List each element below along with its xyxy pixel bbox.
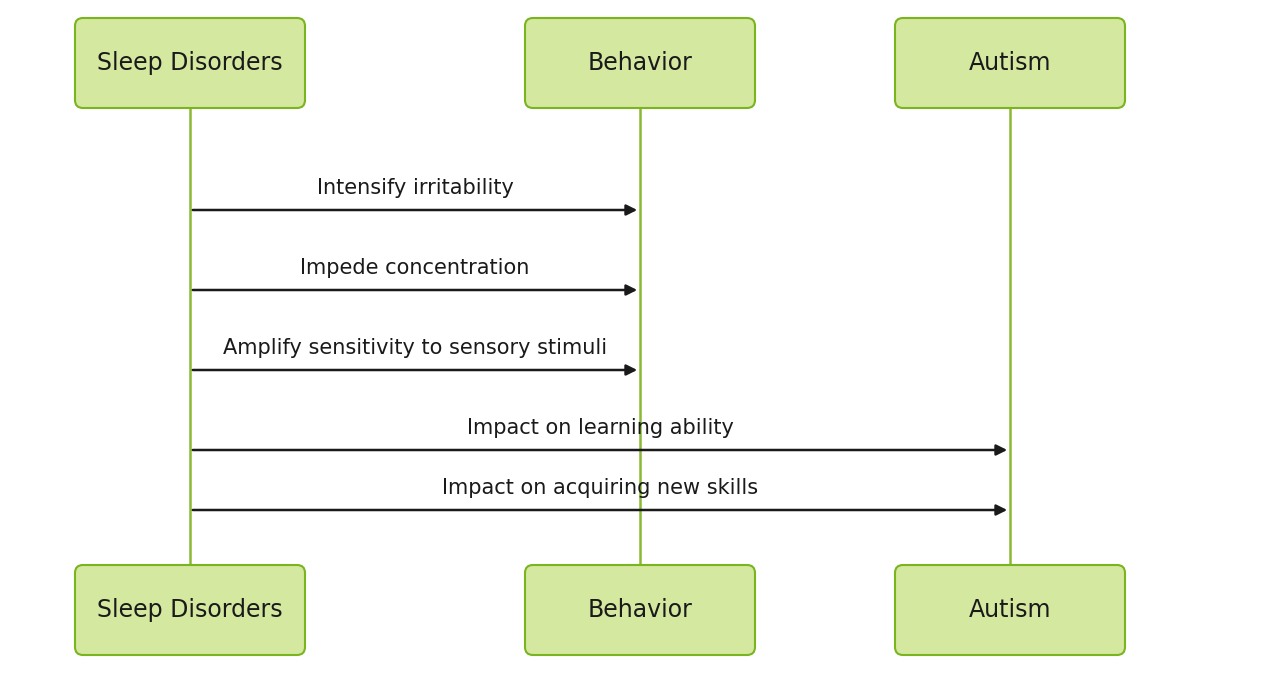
Text: Impact on learning ability: Impact on learning ability	[467, 418, 733, 438]
Text: Behavior: Behavior	[588, 598, 692, 622]
Text: Amplify sensitivity to sensory stimuli: Amplify sensitivity to sensory stimuli	[223, 338, 607, 358]
FancyBboxPatch shape	[525, 565, 755, 655]
Text: Autism: Autism	[969, 598, 1051, 622]
Text: Sleep Disorders: Sleep Disorders	[97, 51, 283, 75]
Text: Intensify irritability: Intensify irritability	[316, 178, 513, 198]
Text: Sleep Disorders: Sleep Disorders	[97, 598, 283, 622]
Text: Impact on acquiring new skills: Impact on acquiring new skills	[442, 478, 758, 498]
FancyBboxPatch shape	[895, 18, 1125, 108]
FancyBboxPatch shape	[525, 18, 755, 108]
FancyBboxPatch shape	[895, 565, 1125, 655]
Text: Autism: Autism	[969, 51, 1051, 75]
Text: Impede concentration: Impede concentration	[301, 258, 530, 278]
FancyBboxPatch shape	[76, 565, 305, 655]
Text: Behavior: Behavior	[588, 51, 692, 75]
FancyBboxPatch shape	[76, 18, 305, 108]
